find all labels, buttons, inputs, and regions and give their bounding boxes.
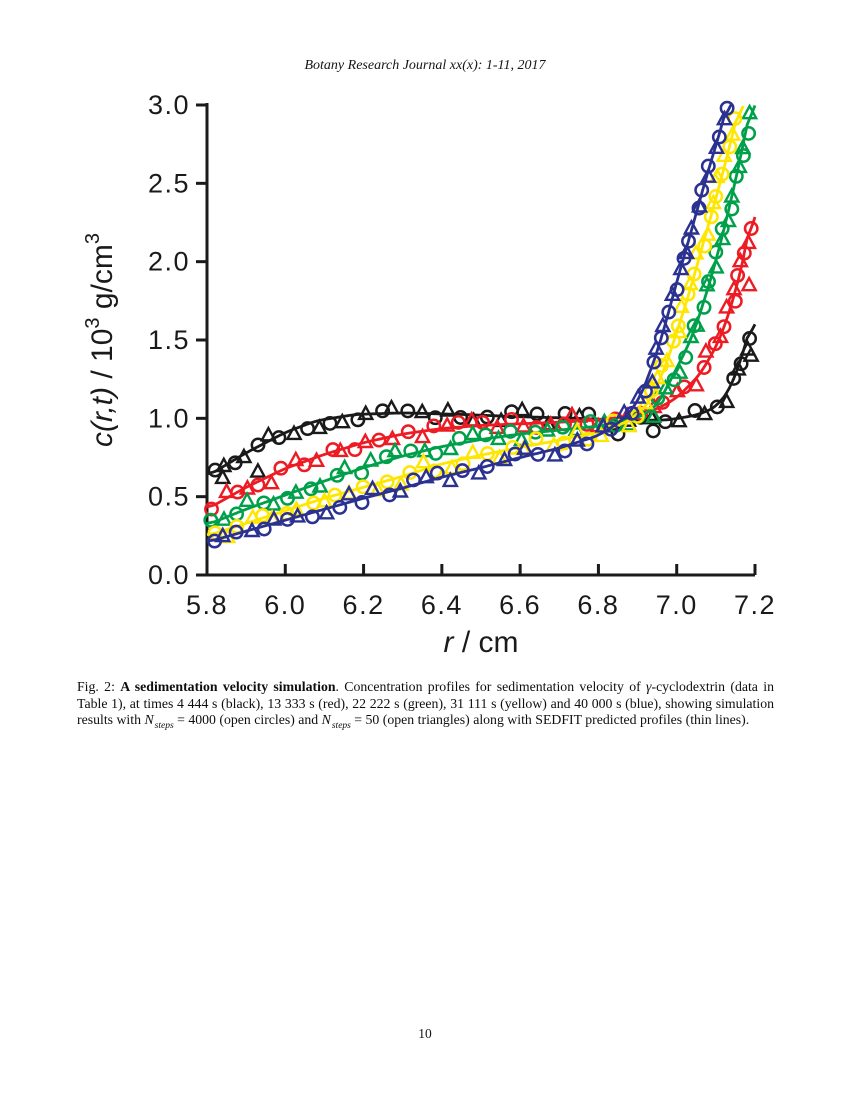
figure-caption: Fig. 2: A sedimentation velocity simulat… (77, 679, 774, 733)
series-yellow (206, 105, 745, 544)
x-axis-title: r / cm (444, 626, 519, 659)
caption-segment: -cyclodextrin (data in Table 1), at time… (77, 679, 774, 728)
y-tick-label: 0.5 (148, 482, 190, 512)
y-tick-label: 1.5 (148, 325, 190, 355)
x-tick-label: 6.8 (577, 590, 619, 620)
x-tick-label: 6.4 (421, 590, 463, 620)
x-tick-label: 5.8 (186, 590, 228, 620)
series-red (204, 216, 759, 517)
caption-segment: = 50 (open triangles) along with SEDFIT … (350, 712, 750, 728)
y-tick-label: 3.0 (148, 90, 190, 120)
x-tick-label: 6.0 (264, 590, 306, 620)
journal-header: Botany Research Journal xx(x): 1-11, 201… (304, 58, 546, 73)
x-tick-label: 6.2 (343, 590, 385, 620)
y-axis-title: c(r,t) / 103 g/cm3 (82, 233, 119, 447)
x-tick-label: 7.0 (656, 590, 698, 620)
caption-segment: steps (154, 721, 174, 732)
y-tick-label: 2.0 (148, 247, 190, 277)
caption-segment: A sedimentation velocity simulation (120, 679, 336, 694)
x-tick-label: 6.6 (499, 590, 541, 620)
sedimentation-chart: 0.0 0.5 1.0 1.5 2.0 2.5 3.0 5.8 6.0 6.2 6.4 6.6 6.8 7… (82, 90, 776, 659)
caption-segment: steps (331, 721, 351, 732)
axes: 0.0 0.5 1.0 1.5 2.0 2.5 3.0 5.8 6.0 6.2 6.4 6.6 6.8 7… (148, 90, 776, 620)
y-tick-label: 2.5 (148, 168, 190, 198)
caption-segment: N (321, 712, 331, 728)
caption-segment: = 4000 (open circles) and (173, 712, 322, 728)
series-green (203, 103, 759, 528)
x-tick-label: 7.2 (734, 590, 776, 620)
y-tick-label: 0.0 (148, 560, 190, 590)
caption-segment: N (144, 712, 154, 728)
series-blue (206, 100, 735, 549)
caption-segment: Fig. 2: (77, 679, 121, 694)
y-tick-label: 1.0 (148, 403, 190, 433)
caption-segment: . Concentration profiles for sedimentati… (335, 679, 647, 694)
caption-segment: γ (646, 679, 652, 694)
page-number: 10 (418, 1026, 432, 1041)
